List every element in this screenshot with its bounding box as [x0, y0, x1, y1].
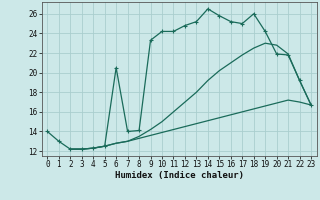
X-axis label: Humidex (Indice chaleur): Humidex (Indice chaleur)	[115, 171, 244, 180]
